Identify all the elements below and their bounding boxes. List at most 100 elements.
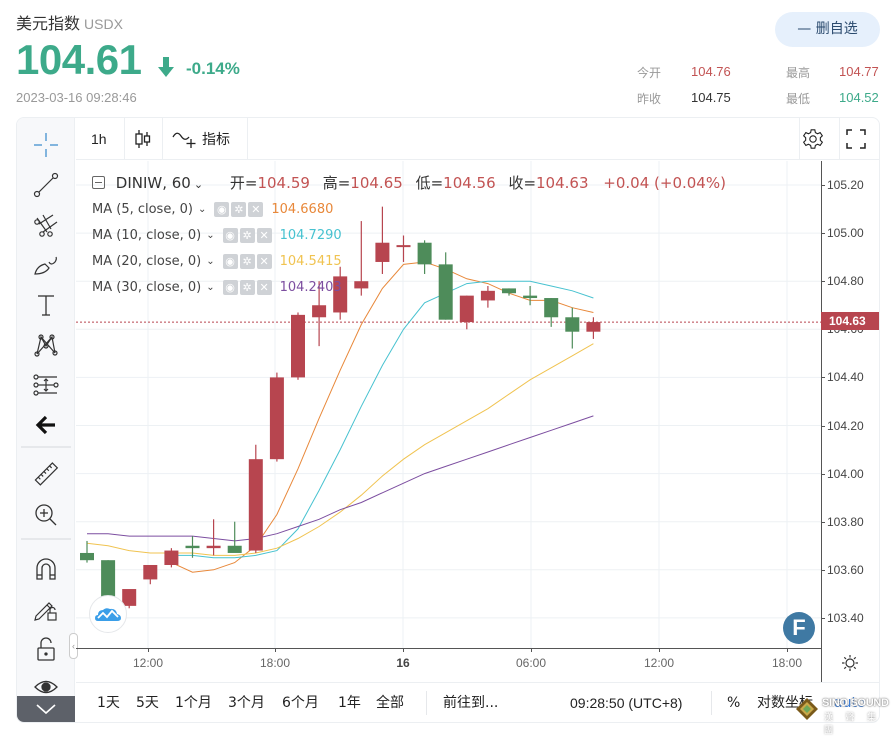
percent-scale-toggle[interactable]: % bbox=[727, 695, 741, 711]
chevron-down-icon[interactable]: ⌄ bbox=[193, 178, 204, 191]
ma-value: 104.7290 bbox=[279, 228, 342, 243]
ma-legend-row: MA (5, close, 0) ⌄ ◉ ✲ ✕ 104.6680 bbox=[92, 202, 333, 217]
collapse-legend-icon[interactable] bbox=[92, 176, 105, 189]
prev-close-value: 104.75 bbox=[691, 90, 731, 105]
price-chart[interactable] bbox=[76, 161, 821, 681]
toolbar-divider bbox=[426, 691, 427, 715]
gear-icon[interactable]: ✲ bbox=[239, 228, 255, 243]
eye-icon[interactable]: ◉ bbox=[222, 280, 238, 295]
pitchfork-icon[interactable] bbox=[31, 210, 61, 240]
chevron-down-icon[interactable]: ⌄ bbox=[206, 256, 215, 267]
time-tick bbox=[531, 648, 532, 652]
price-label: 103.40 bbox=[827, 610, 864, 625]
toolbar-divider bbox=[839, 118, 840, 160]
watermark-text: SINO SOUND bbox=[822, 697, 889, 709]
goto-date-button[interactable]: 前往到... bbox=[443, 695, 499, 711]
ma-value: 104.6680 bbox=[271, 202, 334, 217]
sun-icon bbox=[842, 655, 858, 671]
range-1y[interactable]: 1年 bbox=[338, 695, 361, 711]
gear-icon[interactable]: ✲ bbox=[231, 202, 247, 217]
time-label: 16 bbox=[396, 656, 410, 670]
low-label: 低= bbox=[415, 174, 444, 192]
hide-toolbar-handle[interactable]: ‹ bbox=[69, 633, 78, 659]
magnet-icon[interactable] bbox=[31, 554, 61, 584]
low-value: 104.56 bbox=[443, 174, 496, 192]
toolbar-divider bbox=[247, 118, 248, 160]
close-label: 收= bbox=[508, 174, 537, 192]
ma-label[interactable]: MA (20, close, 0) bbox=[92, 254, 202, 269]
gear-icon bbox=[802, 129, 824, 149]
ma-value: 104.2403 bbox=[279, 280, 342, 295]
unlock-icon[interactable] bbox=[31, 634, 61, 664]
chart-legend: DINIW, 60 ⌄ 开=104.59 高=104.65 低=104.56 收=… bbox=[92, 172, 726, 193]
open-value: 104.59 bbox=[257, 174, 310, 192]
symbol-interval[interactable]: DINIW, 60 bbox=[115, 174, 191, 192]
close-icon[interactable]: ✕ bbox=[256, 280, 272, 295]
tradingview-logo[interactable] bbox=[89, 595, 127, 633]
f-logo-icon[interactable]: F bbox=[783, 612, 815, 644]
ruler-icon[interactable] bbox=[31, 460, 61, 490]
time-tick bbox=[787, 648, 788, 652]
close-icon[interactable]: ✕ bbox=[256, 228, 272, 243]
candlestick-icon bbox=[135, 130, 151, 148]
lock-drawings-icon[interactable] bbox=[31, 594, 61, 624]
close-icon[interactable]: ✕ bbox=[256, 254, 272, 269]
brush-icon[interactable] bbox=[31, 250, 61, 280]
interval-selector[interactable]: 1h bbox=[91, 131, 107, 147]
settings-button[interactable] bbox=[802, 118, 824, 160]
toolbar-divider bbox=[162, 118, 163, 160]
fullscreen-button[interactable] bbox=[846, 118, 866, 160]
bar-change: +0.04 (+0.04%) bbox=[603, 174, 726, 192]
range-all[interactable]: 全部 bbox=[376, 695, 404, 711]
gear-icon[interactable]: ✲ bbox=[239, 280, 255, 295]
ma-label[interactable]: MA (10, close, 0) bbox=[92, 228, 202, 243]
eye-icon[interactable] bbox=[31, 672, 61, 702]
time-axis-line bbox=[76, 648, 822, 649]
trend-line-icon[interactable] bbox=[31, 170, 61, 200]
range-3m[interactable]: 3个月 bbox=[228, 695, 265, 711]
high-label: 最高 bbox=[786, 66, 811, 80]
arrow-left-icon[interactable] bbox=[31, 410, 61, 440]
range-1m[interactable]: 1个月 bbox=[175, 695, 212, 711]
chevron-down-icon bbox=[36, 704, 56, 715]
low-value: 104.52 bbox=[839, 90, 879, 105]
range-1d[interactable]: 1天 bbox=[97, 695, 120, 711]
toolbar-divider bbox=[124, 118, 125, 160]
chart-type-button[interactable] bbox=[134, 118, 152, 160]
toolbar-divider bbox=[21, 446, 71, 448]
price-tick bbox=[821, 473, 825, 475]
time-label: 12:00 bbox=[132, 656, 164, 670]
ma-label[interactable]: MA (30, close, 0) bbox=[92, 280, 202, 295]
current-price-tag: 104.63 bbox=[821, 312, 879, 330]
pattern-icon[interactable] bbox=[31, 330, 61, 360]
chevron-down-icon[interactable]: ⌄ bbox=[197, 204, 207, 215]
zoom-in-icon[interactable] bbox=[31, 500, 61, 530]
axis-settings-button[interactable] bbox=[841, 654, 859, 677]
time-tick bbox=[275, 648, 276, 652]
eye-icon[interactable]: ◉ bbox=[214, 202, 230, 217]
eye-icon[interactable]: ◉ bbox=[222, 254, 238, 269]
collapse-toolbar-button[interactable] bbox=[17, 696, 75, 722]
eye-icon[interactable]: ◉ bbox=[222, 228, 238, 243]
ma-legend-row: MA (10, close, 0) ⌄ ◉ ✲ ✕ 104.7290 bbox=[92, 228, 342, 243]
gear-icon[interactable]: ✲ bbox=[239, 254, 255, 269]
remove-watchlist-button[interactable]: — 删自选 bbox=[775, 12, 880, 47]
prev-close-label: 昨收 bbox=[637, 92, 662, 106]
clock[interactable]: 09:28:50 (UTC+8) bbox=[570, 695, 683, 711]
range-5d[interactable]: 5天 bbox=[136, 695, 159, 711]
arrow-down-icon bbox=[158, 57, 174, 77]
text-tool-icon[interactable] bbox=[31, 290, 61, 320]
range-6m[interactable]: 6个月 bbox=[282, 695, 319, 711]
chevron-down-icon[interactable]: ⌄ bbox=[206, 230, 215, 241]
chevron-down-icon[interactable]: ⌄ bbox=[206, 282, 215, 293]
toolbar-divider bbox=[21, 538, 71, 540]
close-value: 104.63 bbox=[536, 174, 589, 192]
last-price: 104.61 bbox=[16, 36, 142, 83]
measure-range-icon[interactable] bbox=[31, 370, 61, 400]
close-icon[interactable]: ✕ bbox=[248, 202, 264, 217]
time-tick bbox=[659, 648, 660, 652]
indicators-button[interactable]: 指标 bbox=[172, 118, 230, 160]
ma-label[interactable]: MA (5, close, 0) bbox=[92, 202, 193, 217]
crosshair-icon[interactable] bbox=[31, 130, 61, 160]
auto-scale-toggle[interactable]: auto bbox=[834, 695, 866, 711]
